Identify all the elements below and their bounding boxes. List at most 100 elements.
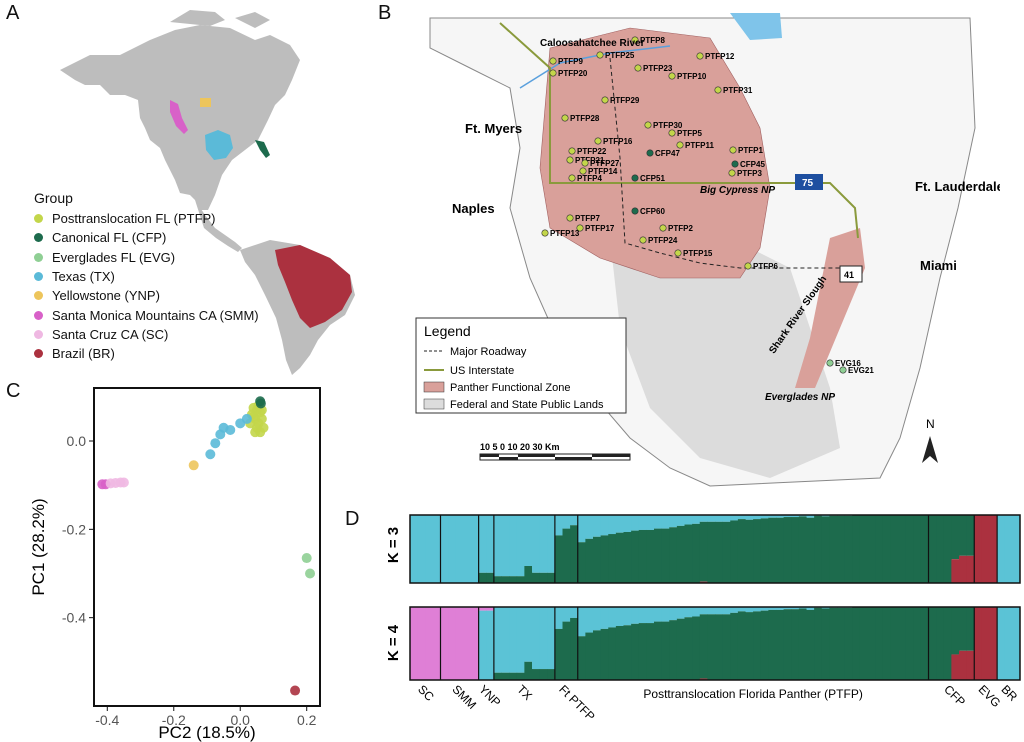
sample-label: PTFP4 (577, 174, 602, 183)
admix-bar-k4 (699, 614, 708, 679)
y-tick-label: -0.4 (62, 610, 86, 626)
admix-bar-k3 (600, 515, 609, 536)
admix-bar-k4 (509, 607, 518, 673)
admix-bar-k3 (821, 516, 830, 583)
admix-bar-k3 (455, 515, 464, 583)
sample-point (568, 174, 576, 182)
group-legend-item: Yellowstone (YNP) (34, 286, 259, 305)
admix-bar-k3 (486, 572, 495, 583)
river-label: Caloosahatchee River (540, 38, 645, 49)
admix-bar-k4 (791, 609, 800, 680)
admix-bar-k3 (417, 515, 426, 583)
i75-shield (795, 174, 823, 190)
sample-label: PTFP15 (683, 249, 713, 258)
sample-point (631, 36, 639, 44)
admix-bar-k4 (608, 627, 617, 680)
admix-bar-k4 (966, 607, 975, 651)
admix-bar-k3 (410, 515, 419, 583)
sample-point (839, 366, 847, 374)
north-arrow-icon (922, 436, 938, 463)
admix-bar-k3 (509, 515, 518, 577)
admix-bar-k4 (577, 636, 586, 680)
group-legend-item: Santa Cruz CA (SC) (34, 325, 259, 344)
admix-bar-k4 (951, 654, 960, 680)
admix-bar-k3 (524, 566, 533, 583)
admix-bar-k4 (676, 618, 685, 680)
admix-bar-k4 (859, 607, 868, 680)
admix-bar-k4 (760, 610, 769, 680)
row-label-k4: K = 4 (385, 624, 402, 661)
admix-bar-k3 (905, 515, 914, 583)
admix-bar-k3 (928, 515, 937, 583)
florida-map: PTFP8 PTFP25 PTFP9 PTFP20 PTFP12 PTFP23 PTFP10… (410, 8, 1000, 490)
central-america (195, 200, 242, 252)
admix-bar-k4 (707, 614, 716, 680)
admix-bar-k3 (516, 515, 525, 577)
sample-point (566, 156, 574, 164)
sample-point (541, 229, 549, 237)
admix-bar-k3 (532, 572, 541, 583)
sample-point (566, 214, 574, 222)
sample-label: PTFP13 (550, 229, 580, 238)
pca-point (290, 685, 301, 696)
admix-bar-k3 (661, 515, 670, 529)
admix-bar-k3 (997, 515, 1006, 583)
admix-bar-k3 (600, 535, 609, 583)
admix-bar-k4 (547, 669, 556, 680)
admix-bar-k3 (463, 515, 472, 583)
admix-bar-k3 (593, 536, 602, 583)
admix-bar-k3 (623, 515, 632, 532)
admix-bar-k3 (951, 559, 960, 583)
admix-bar-k4 (745, 607, 754, 613)
pca-plot-frame (93, 387, 321, 707)
sample-label: PTFP17 (585, 224, 615, 233)
x-tick-label: -0.2 (162, 712, 186, 728)
admix-bar-k4 (532, 607, 541, 670)
admix-bar-k4 (570, 607, 579, 618)
sample-point (668, 72, 676, 80)
yellowstone-region (200, 98, 211, 107)
admix-bar-k4 (882, 607, 891, 680)
group-legend-item: Canonical FL (CFP) (34, 228, 259, 247)
sample-label: PTFP24 (648, 236, 678, 245)
us41-label: 41 (844, 270, 854, 280)
admix-bar-k4 (593, 607, 602, 631)
sample-point (631, 174, 639, 182)
group-label: EVG (976, 682, 1004, 710)
legend-dot-icon (34, 233, 43, 243)
legend-public-lands: Federal and State Public Lands (450, 399, 604, 411)
admix-bar-k3 (745, 519, 754, 583)
sample-point (646, 149, 654, 157)
admix-bar-k3 (974, 515, 983, 583)
admix-bar-k4 (959, 650, 968, 680)
admix-bar-k4 (844, 607, 853, 680)
admix-bar-k3 (471, 515, 480, 583)
admix-bar-k4 (684, 607, 693, 618)
admix-bar-k3 (1012, 515, 1021, 583)
admix-bar-k4 (760, 607, 769, 611)
sample-point (668, 129, 676, 137)
admix-bar-k4 (951, 607, 960, 655)
pca-point (250, 427, 261, 438)
sample-point (581, 159, 589, 167)
admix-bar-k3 (859, 515, 868, 583)
group-legend-label: Santa Cruz CA (SC) (52, 326, 169, 342)
sample-label: PTFP27 (590, 159, 620, 168)
admix-bar-k4 (654, 621, 663, 680)
sample-label: PTFP11 (685, 141, 714, 150)
admix-bar-k3 (829, 515, 838, 583)
admix-bar-k4 (821, 608, 830, 680)
map-legend-title: Legend (424, 323, 471, 339)
admix-bar-k3 (532, 515, 541, 573)
x-tick-label: 0.2 (297, 712, 317, 728)
admix-bar-k4 (554, 607, 563, 629)
city-ft-myers: Ft. Myers (465, 121, 522, 136)
admix-bar-k3 (676, 525, 685, 583)
admix-bar-k4 (684, 617, 693, 680)
admix-bar-k4 (905, 607, 914, 680)
sample-label: PTFP12 (705, 52, 735, 61)
admix-bar-k3 (654, 515, 663, 529)
admix-bar-k3 (608, 534, 617, 583)
sample-label: PTFP8 (640, 36, 665, 45)
admix-bar-k4 (661, 607, 670, 622)
